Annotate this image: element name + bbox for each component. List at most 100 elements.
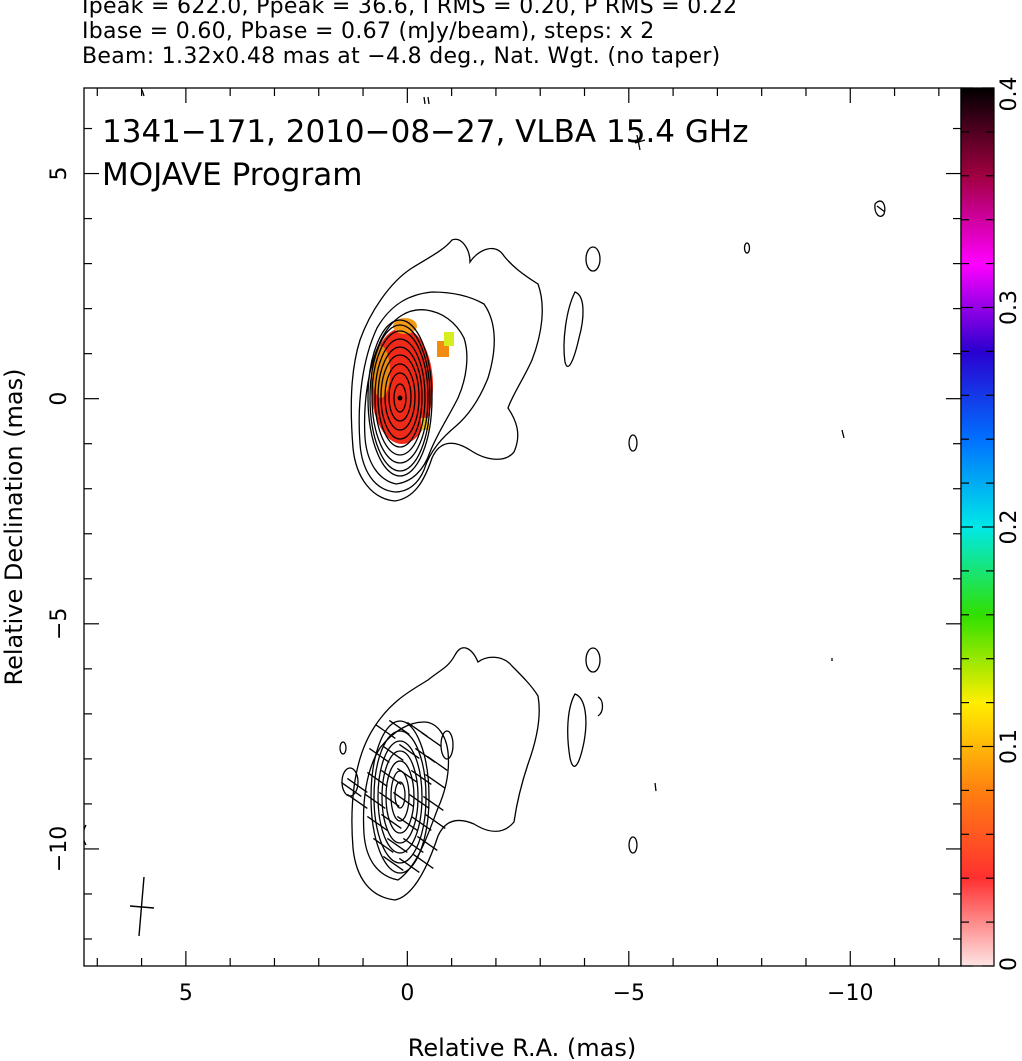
- evpa-tick: [398, 743, 420, 759]
- evpa-tick: [396, 767, 418, 783]
- axis-tick-labels: 5 0 −5 −10 5 0 −5 −10: [47, 167, 873, 1006]
- evpa-tick: [340, 781, 362, 797]
- contour-noise-5: [634, 134, 646, 151]
- colorbar-tick-label: 0.1: [997, 729, 1022, 764]
- evpa-tick: [412, 853, 434, 869]
- contour-core-1: [367, 319, 433, 477]
- colorbar-tick-label: 0.2: [997, 510, 1022, 545]
- contour-noise-2: [743, 242, 751, 254]
- evpa-tick: [396, 815, 418, 831]
- evpa-tick: [410, 815, 432, 831]
- x-tick-label: 0: [400, 981, 414, 1006]
- evpa-tick: [410, 769, 432, 785]
- plot-header: Ipeak = 622.0, Ppeak = 36.6, I RMS = 0.2…: [82, 0, 982, 69]
- contour-core-6: [380, 354, 420, 440]
- core-peak-dot: [397, 395, 403, 401]
- y-tick-label: 5: [47, 167, 72, 181]
- contour-lower-core-3: [377, 740, 423, 854]
- evpa-tick: [424, 773, 446, 789]
- stokes-i-contours-lower: [84, 647, 833, 901]
- contour-core-9: [393, 383, 407, 413]
- contour-lower-edge-arc: [84, 824, 87, 846]
- colorbar-tick-label: 0.3: [997, 290, 1022, 325]
- evpa-tick: [364, 793, 386, 809]
- x-tick-label: 5: [179, 981, 193, 1006]
- contour-lower-noise-2: [597, 696, 604, 717]
- contour-noise-7: [423, 96, 430, 105]
- header-contour-base: Ibase = 0.60, Pbase = 0.67 (mJy/beam), s…: [82, 19, 655, 44]
- evpa-tick: [408, 793, 430, 809]
- contour-lower-knot-north: [585, 647, 601, 673]
- stokes-i-contours-upper: [141, 89, 886, 502]
- evpa-tick: [386, 837, 408, 853]
- colorbar-tick-label: 0: [997, 957, 1022, 971]
- contour-noise-4: [874, 200, 886, 218]
- contour-lower-noise-3: [654, 782, 657, 792]
- axis-ticks: [84, 88, 961, 966]
- x-tick-label: −10: [827, 981, 873, 1006]
- evpa-tick: [366, 771, 388, 787]
- colorbar-ticks: [961, 87, 994, 967]
- contour-knot-north: [585, 246, 601, 272]
- x-axis-title: Relative R.A. (mas): [408, 1034, 636, 1061]
- contour-noise-1: [628, 434, 638, 452]
- polarization-patch-yellow: [444, 332, 454, 346]
- contour-core-4: [374, 338, 426, 456]
- evpa-tick: [374, 723, 396, 739]
- contour-core-2: [369, 324, 431, 472]
- contour-noise-3: [841, 429, 845, 439]
- evpa-tick: [380, 813, 402, 829]
- evpa-tick: [382, 745, 404, 761]
- evpa-tick: [424, 813, 446, 829]
- evpa-tick: [378, 791, 400, 807]
- contour-lower-core-1: [370, 720, 430, 874]
- contour-lower-core-4: [381, 750, 419, 844]
- contour-core-7: [384, 363, 416, 431]
- contour-outer-upper: [350, 238, 543, 502]
- evpa-tick: [366, 815, 388, 831]
- contour-lower-blob: [440, 730, 454, 760]
- contour-outer-lower: [351, 647, 540, 901]
- evpa-tick: [380, 769, 402, 785]
- program-annotation: MOJAVE Program: [102, 157, 362, 193]
- evpa-tick: [382, 855, 404, 871]
- x-tick-label: −5: [613, 981, 645, 1006]
- evpa-tick: [372, 837, 394, 853]
- evpa-tick: [346, 777, 368, 793]
- evpa-tick: [388, 719, 410, 735]
- contour-lower-noise-1: [628, 836, 638, 854]
- header-beam-info: Beam: 1.32x0.48 mas at −4.8 deg., Nat. W…: [82, 44, 721, 69]
- evpa-tick: [422, 795, 444, 811]
- contour-lower-core-7: [394, 781, 406, 809]
- plot-frame: [83, 87, 962, 967]
- source-annotation: 1341−171, 2010−08−27, VLBA 15.4 GHz: [102, 114, 748, 150]
- contour-2-upper: [358, 291, 495, 493]
- contour-2-lower: [362, 721, 450, 881]
- contour-lower-knot-east: [567, 693, 587, 767]
- y-tick-label: −10: [47, 826, 72, 872]
- colorbar-tick-label: 0.4: [997, 77, 1022, 112]
- y-tick-label: 0: [47, 392, 72, 406]
- beam-minor-axis: [129, 905, 155, 909]
- evpa-tick: [416, 835, 438, 851]
- beam-cross: [129, 876, 155, 937]
- evpa-tick: [426, 755, 448, 771]
- evpa-tick: [346, 793, 368, 809]
- y-axis-title: Relative Declination (mas): [0, 368, 28, 685]
- contour-core-5: [377, 346, 423, 448]
- contour-lower-core-2: [373, 730, 427, 864]
- evpa-tick: [398, 857, 420, 873]
- header-intensity-stats: Ipeak = 622.0, Ppeak = 36.6, I RMS = 0.2…: [82, 0, 738, 19]
- contour-3-upper: [363, 309, 468, 485]
- y-tick-label: −5: [47, 608, 72, 640]
- evpa-tick: [420, 731, 442, 747]
- contour-knot-east: [563, 291, 584, 368]
- colorbar-tick-labels: 0 0.1 0.2 0.3 0.4: [997, 77, 1022, 972]
- contour-core-8: [388, 372, 412, 422]
- evpa-tick: [368, 747, 390, 763]
- evpa-tick: [392, 791, 414, 807]
- contour-noise-6: [141, 89, 145, 97]
- polarization-vector-ticks: [340, 719, 448, 873]
- contour-lower-small: [339, 741, 347, 755]
